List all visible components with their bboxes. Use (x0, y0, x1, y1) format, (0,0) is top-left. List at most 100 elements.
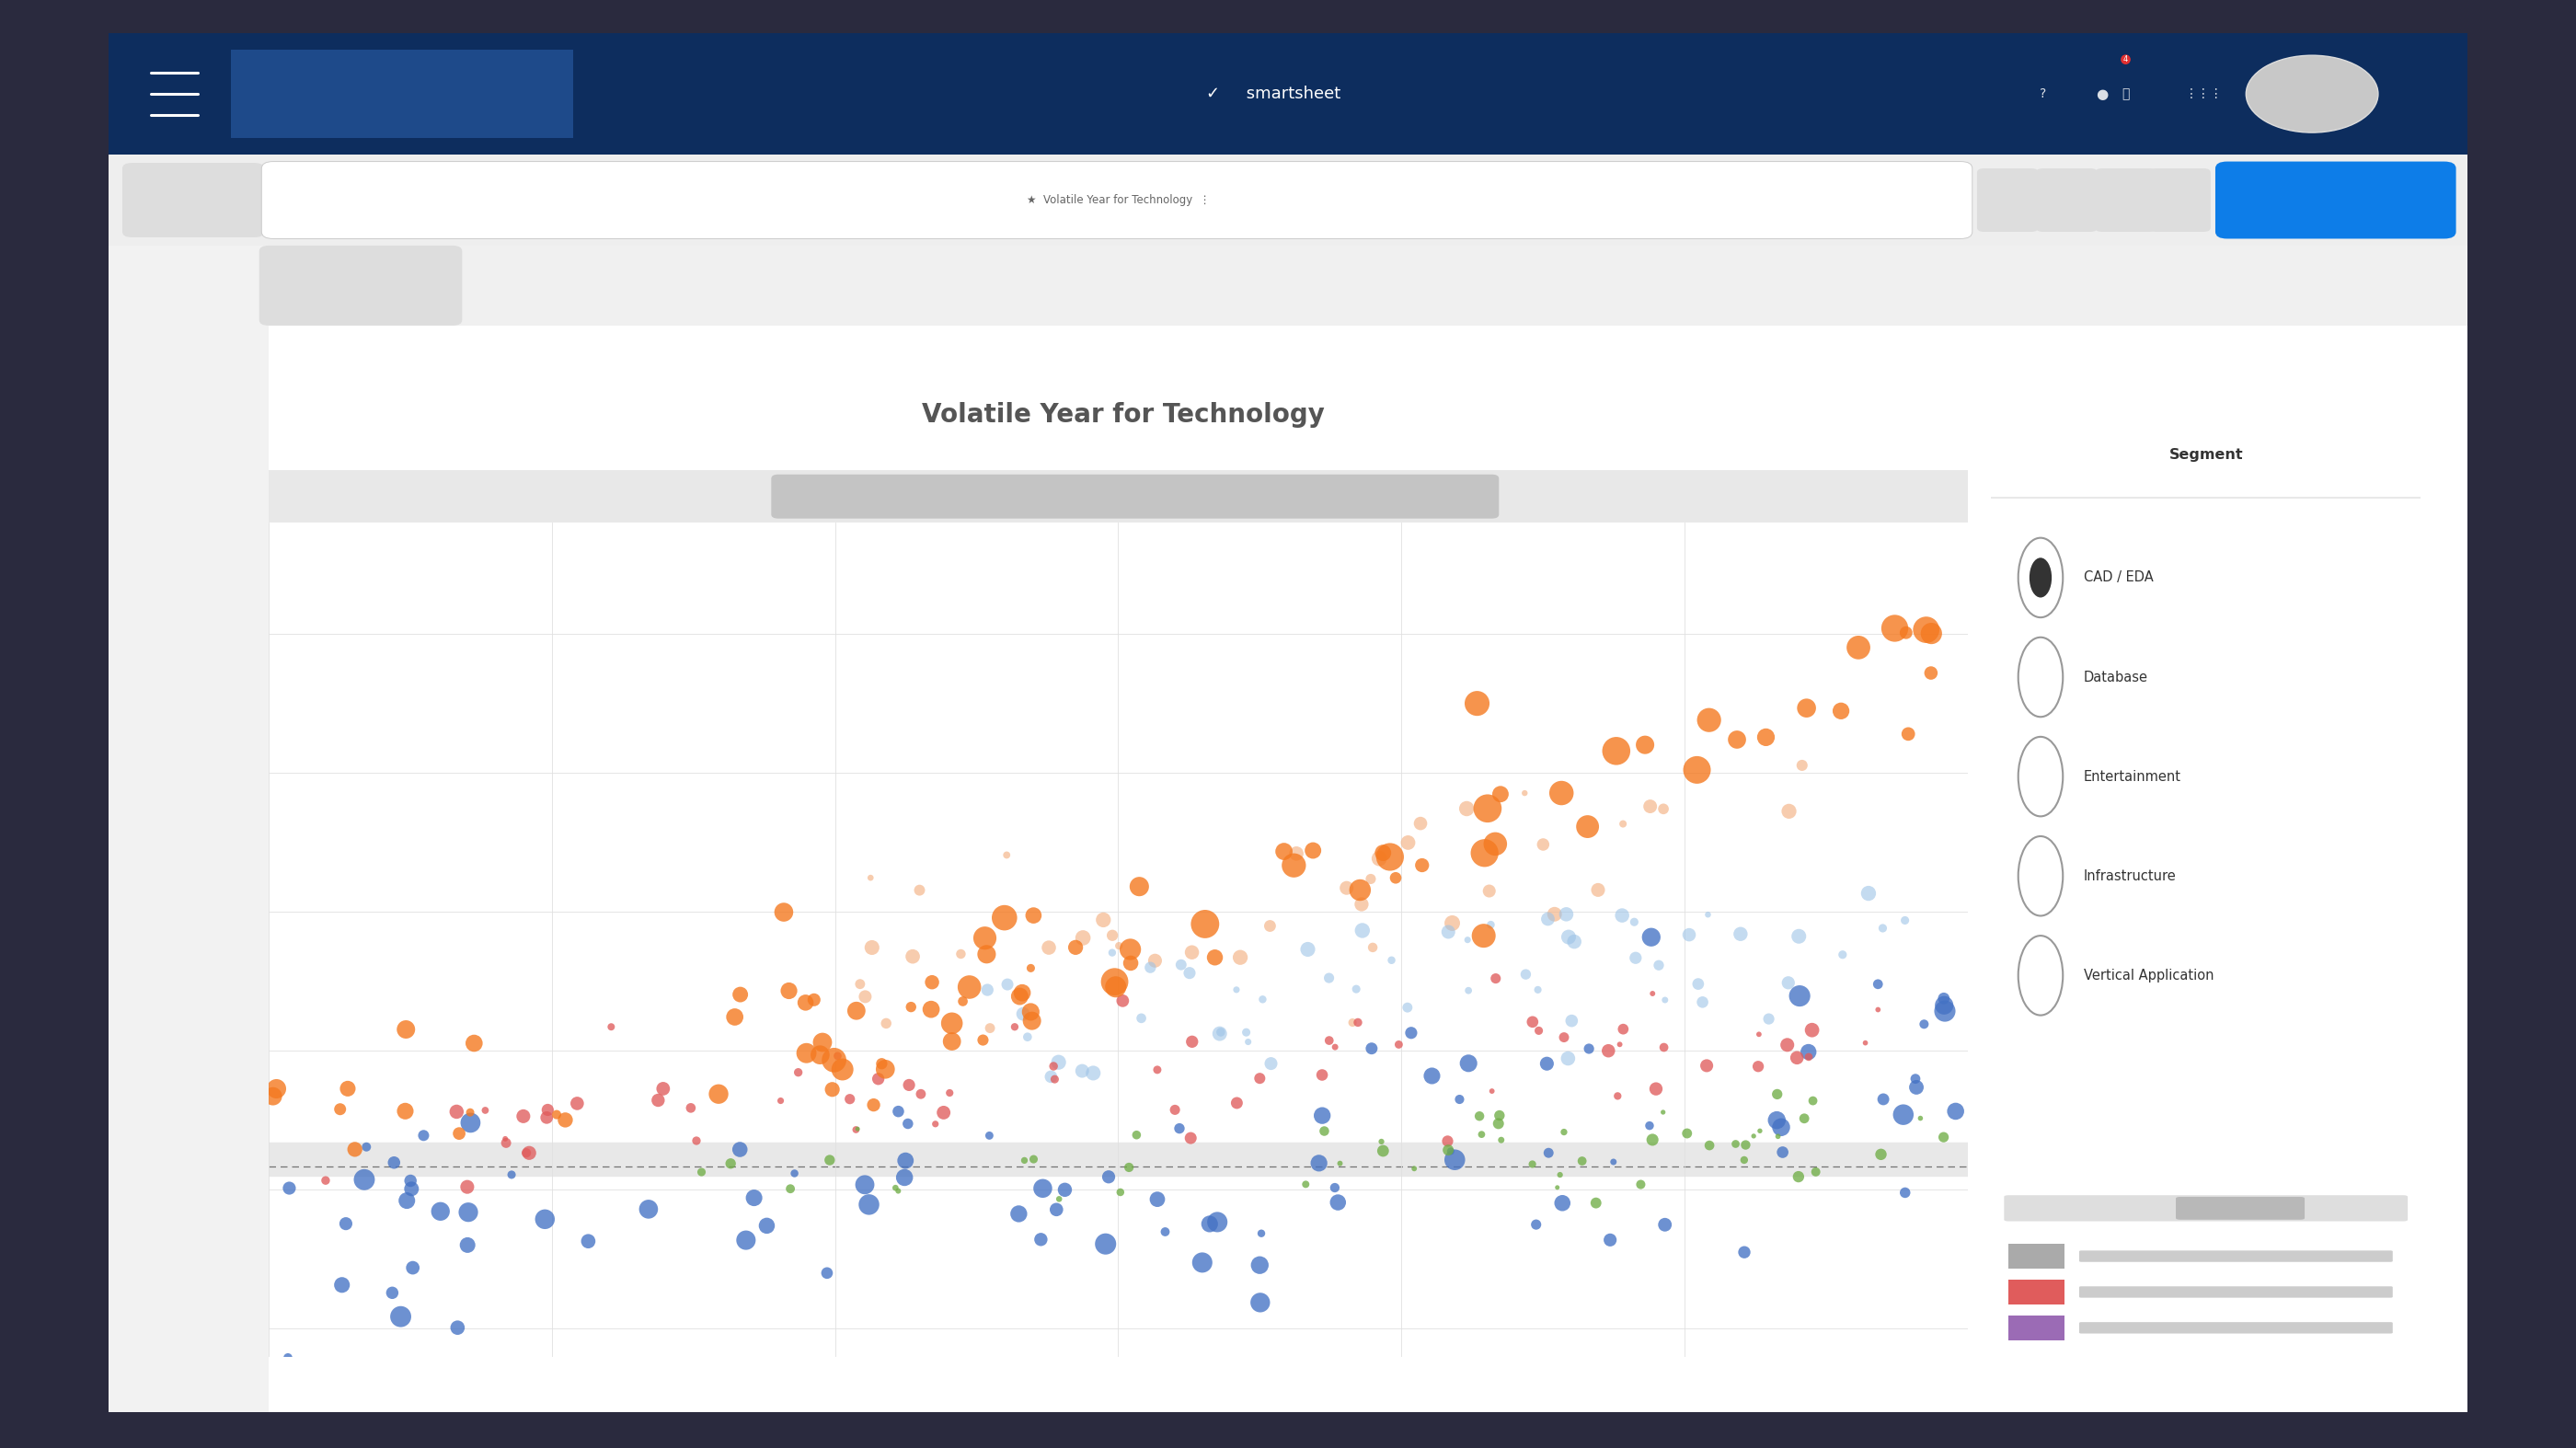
Point (1525, 1053, 1566, 1076)
Point (806, 1261, 848, 1284)
Point (556, 1092, 598, 1115)
Point (966, 943, 1007, 966)
Point (1551, 1009, 1592, 1032)
Point (526, 1208, 567, 1231)
Point (1198, 1022, 1239, 1045)
Point (994, 1015, 1036, 1038)
Point (1115, 1124, 1157, 1147)
Point (837, 1118, 878, 1141)
Point (1432, 912, 1473, 935)
Point (1097, 934, 1139, 957)
Point (1762, 1141, 1803, 1164)
Point (1340, 879, 1381, 902)
Point (1216, 1092, 1257, 1115)
Point (1636, 1077, 1677, 1100)
Point (845, 985, 886, 1008)
Point (1602, 1018, 1643, 1041)
Point (386, 1018, 428, 1041)
Point (1028, 935, 1069, 959)
Point (909, 998, 951, 1021)
Point (670, 1096, 711, 1119)
Point (492, 1163, 533, 1186)
Point (374, 1151, 415, 1174)
Point (899, 1083, 940, 1106)
Point (999, 985, 1041, 1008)
Point (1687, 708, 1728, 731)
Point (829, 1087, 871, 1111)
Point (1121, 1006, 1162, 1030)
Point (1293, 838, 1334, 862)
Point (1332, 1011, 1373, 1034)
FancyBboxPatch shape (260, 246, 461, 326)
Point (1023, 1177, 1064, 1200)
Point (1553, 930, 1595, 953)
Point (1448, 979, 1489, 1002)
Point (1777, 925, 1819, 948)
Point (1136, 1187, 1177, 1211)
Point (451, 1111, 492, 1134)
Point (567, 1229, 608, 1253)
Point (1195, 946, 1236, 969)
Point (1615, 947, 1656, 970)
Point (1569, 1037, 1610, 1060)
FancyBboxPatch shape (2079, 1286, 2393, 1297)
Point (1543, 1121, 1584, 1144)
Point (1337, 1011, 1378, 1034)
Point (1435, 1148, 1476, 1171)
Point (1303, 1119, 1345, 1142)
Point (1473, 833, 1515, 856)
Point (1924, 988, 1965, 1011)
Point (1301, 1103, 1342, 1127)
Point (1780, 985, 1821, 1008)
Point (1595, 740, 1636, 763)
Point (1172, 1030, 1213, 1053)
Point (384, 1099, 425, 1122)
FancyBboxPatch shape (2177, 1197, 2306, 1219)
Point (1739, 1119, 1780, 1142)
Point (1577, 1192, 1618, 1215)
Point (1118, 875, 1159, 898)
Point (1012, 1148, 1054, 1171)
Point (1399, 812, 1440, 835)
FancyBboxPatch shape (2148, 168, 2210, 232)
Point (1012, 904, 1054, 927)
Point (1548, 1047, 1589, 1070)
Point (1788, 1041, 1829, 1064)
Point (1005, 1148, 1046, 1171)
Point (886, 1112, 927, 1135)
Text: ?: ? (2040, 87, 2045, 100)
Point (484, 1131, 526, 1154)
Point (1749, 1008, 1790, 1031)
Point (1844, 1031, 1886, 1054)
Point (1924, 1125, 1965, 1148)
Point (1512, 1011, 1553, 1034)
Point (484, 1127, 526, 1150)
Point (1288, 938, 1329, 961)
Point (1638, 954, 1680, 977)
Point (1010, 1001, 1051, 1024)
Point (1440, 1087, 1481, 1111)
Point (1376, 866, 1417, 889)
Point (1200, 1021, 1242, 1044)
Point (1517, 979, 1558, 1002)
Point (811, 1077, 853, 1100)
Point (1857, 998, 1899, 1021)
Point (1162, 953, 1203, 976)
Point (1548, 925, 1589, 948)
Circle shape (2246, 55, 2378, 133)
Point (438, 1122, 479, 1145)
Point (1249, 914, 1291, 937)
Text: Infrastructure: Infrastructure (2084, 869, 2177, 883)
Point (1360, 1129, 1401, 1153)
Point (1597, 1085, 1638, 1108)
Point (1334, 977, 1376, 1001)
FancyBboxPatch shape (268, 471, 1968, 523)
Point (940, 943, 981, 966)
Point (1249, 1053, 1291, 1076)
Point (1734, 1125, 1775, 1148)
Text: Segment: Segment (2169, 449, 2244, 462)
Point (1479, 1112, 1520, 1135)
Point (1007, 1025, 1048, 1048)
Point (817, 1044, 858, 1067)
Point (1458, 1105, 1499, 1128)
